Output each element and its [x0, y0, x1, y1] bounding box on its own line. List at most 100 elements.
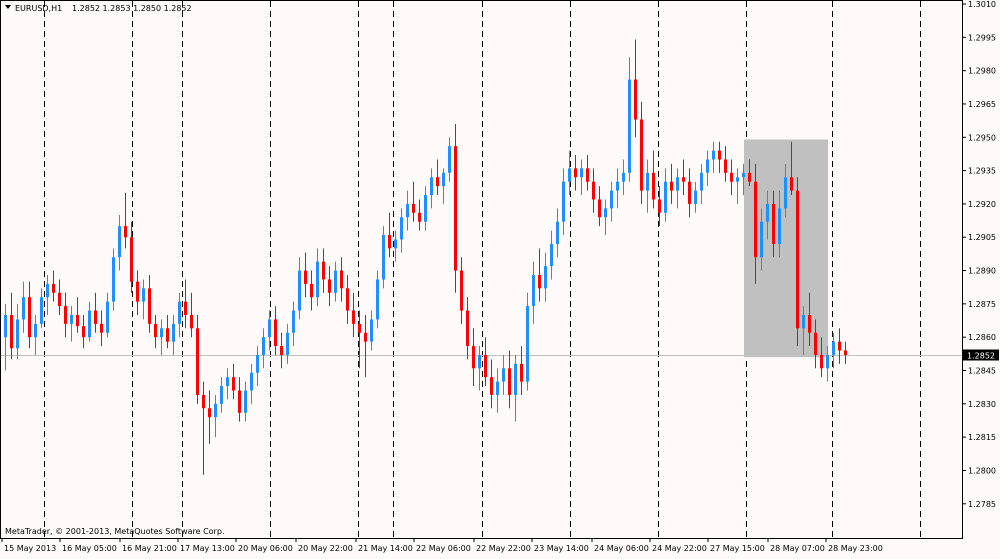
candle-body [388, 235, 391, 249]
candle-body [502, 368, 505, 382]
candle-body [694, 190, 697, 204]
candle [388, 212, 391, 258]
candle-body [10, 314, 13, 349]
candle-body [496, 381, 499, 395]
candle-body [178, 301, 181, 324]
candle-body [658, 199, 661, 213]
y-tick-label: 1.2860 [968, 333, 996, 342]
candle-body [460, 270, 463, 311]
candle-body [244, 390, 247, 413]
candle-body [688, 181, 691, 204]
candle [406, 190, 409, 231]
candle [154, 314, 157, 349]
y-tick-label: 1.2995 [968, 33, 996, 42]
candle-body [442, 172, 445, 187]
candle-body [814, 332, 817, 355]
copyright-text: MetaTrader, © 2001-2013, MetaQuotes Soft… [5, 527, 224, 536]
candle [370, 310, 373, 351]
candle [256, 346, 259, 387]
x-tick-label: 20 May 06:00 [238, 544, 293, 553]
candle [226, 368, 229, 400]
candle [76, 297, 79, 333]
y-tick-label: 1.2965 [968, 100, 996, 109]
x-tick-label: 20 May 22:00 [298, 544, 353, 553]
dropdown-arrow-icon[interactable] [5, 5, 11, 9]
candle-body [166, 328, 169, 342]
candle [598, 186, 601, 227]
candle-body [250, 372, 253, 391]
candle [562, 168, 565, 236]
candle [310, 270, 313, 311]
candle [100, 310, 103, 347]
candle [346, 274, 349, 324]
candle-body [604, 208, 607, 218]
candle [286, 323, 289, 364]
candle [316, 248, 319, 307]
candle-body [754, 181, 757, 258]
symbol-label: EURUSD,H1 [15, 4, 62, 13]
candle [274, 306, 277, 355]
candle [760, 208, 763, 271]
candle-body [124, 226, 127, 238]
candle [634, 39, 637, 138]
y-tick-label: 1.2830 [968, 400, 996, 409]
x-tick-label: 28 May 23:00 [828, 544, 883, 553]
candle-body [718, 150, 721, 160]
candle [280, 332, 283, 369]
candle [532, 261, 535, 324]
candle [40, 288, 43, 329]
candle-body [568, 168, 571, 182]
candle-body [280, 346, 283, 355]
candle-body [844, 350, 847, 355]
candle-body [832, 341, 835, 355]
candle-body [4, 314, 7, 338]
chart-header: EURUSD,H1 1.2852 1.2853 1.2850 1.2852 [5, 4, 192, 13]
candle-body [838, 341, 841, 351]
candle-body [208, 408, 211, 418]
candle-body [742, 172, 745, 178]
y-tick-label: 1.2890 [968, 267, 996, 276]
candle [766, 190, 769, 240]
candle [574, 155, 577, 191]
candle-body [676, 177, 679, 191]
candle [34, 314, 37, 355]
x-tick-label: 28 May 07:00 [770, 544, 825, 553]
candle [652, 150, 655, 209]
candle-body [310, 283, 313, 298]
candle [724, 146, 727, 182]
candle [580, 159, 583, 196]
candle [718, 141, 721, 173]
candle [478, 346, 481, 391]
candle-body [454, 146, 457, 271]
candle [754, 163, 757, 284]
candle [382, 226, 385, 289]
candle [544, 252, 547, 302]
candle [682, 159, 685, 196]
x-tick-label: 21 May 14:00 [358, 544, 413, 553]
candle-body [628, 79, 631, 173]
candle-body [556, 221, 559, 244]
candle [394, 230, 397, 262]
candle [124, 192, 127, 249]
candle-body [790, 177, 793, 191]
candle-body [652, 172, 655, 200]
y-tick-label: 1.2815 [968, 433, 996, 442]
candle [148, 274, 151, 333]
candle-body [16, 319, 19, 349]
y-axis: 1.3010 1.2995 1.2980 1.2965 1.2950 1.2935 1.29… [962, 0, 996, 509]
candle [262, 328, 265, 369]
candle [790, 141, 793, 196]
candle [826, 346, 829, 382]
candle [586, 155, 589, 191]
candle [364, 314, 367, 378]
candle-body [328, 279, 331, 293]
candle-body [256, 354, 259, 373]
candle [616, 168, 619, 209]
candle-body [412, 203, 415, 213]
candle [142, 279, 145, 320]
candle [52, 270, 55, 302]
y-tick-label: 1.2935 [968, 167, 996, 176]
candle [658, 186, 661, 227]
candle-body [700, 172, 703, 191]
